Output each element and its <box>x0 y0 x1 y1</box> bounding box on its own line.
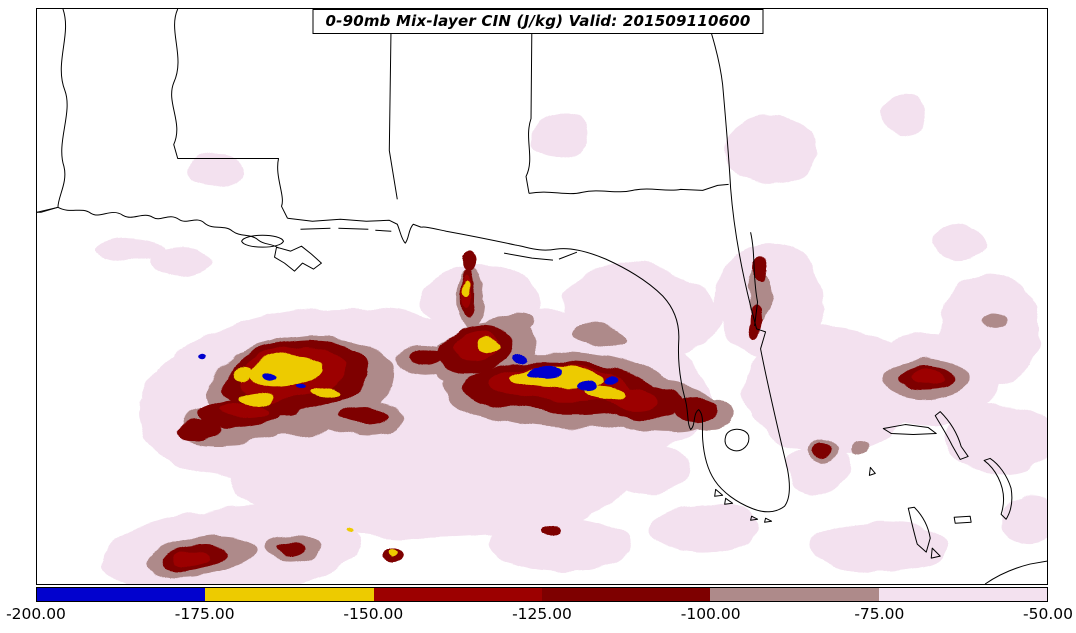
boundary-path <box>907 506 941 559</box>
coastlines-state-borders <box>37 9 1047 584</box>
boundary-path <box>503 251 578 261</box>
cin-region-cin-200-175 <box>261 371 276 380</box>
cin-region-cin-125-100 <box>407 348 444 367</box>
cin-region-cin-150-125 <box>910 370 943 385</box>
boundary-path <box>983 457 1013 520</box>
cin-region-cin-75-50 <box>230 415 630 540</box>
cin-filled-contours <box>95 97 1047 584</box>
boundary-path <box>528 183 729 195</box>
boundary-path <box>287 217 422 244</box>
cin-region-cin-75-50 <box>530 113 590 158</box>
cin-region-cin-175-150 <box>462 282 471 298</box>
boundary-path <box>525 9 533 194</box>
colorbar-tick-label: -125.00 <box>512 605 572 623</box>
colorbar-segment-4 <box>710 588 879 601</box>
boundary-path <box>953 515 972 524</box>
cin-region-cin-100-75 <box>847 439 868 456</box>
cin-region-cin-125-100 <box>749 303 764 336</box>
cin-region-cin-175-150 <box>230 366 251 377</box>
cin-region-cin-75-50 <box>879 97 930 134</box>
boundary-path <box>241 234 285 248</box>
boundary-path <box>37 9 68 213</box>
colorbar-segment-3 <box>541 588 711 601</box>
cin-region-cin-75-50 <box>934 222 985 259</box>
cin-region-cin-175-150 <box>346 528 355 535</box>
cin-region-cin-175-150 <box>311 385 340 398</box>
cin-region-cin-125-100 <box>542 525 561 538</box>
cin-region-cin-175-150 <box>474 336 501 353</box>
cin-region-cin-75-50 <box>939 275 1040 385</box>
cin-region-cin-75-50 <box>649 502 760 553</box>
boundary-path <box>750 515 773 523</box>
cin-region-cin-125-100 <box>811 442 830 461</box>
cin-region-cin-200-175 <box>576 380 599 391</box>
colorbar-tick-label: -50.00 <box>1023 605 1073 623</box>
colorbar-segment-0 <box>37 588 206 601</box>
map-canvas <box>37 9 1047 584</box>
cin-region-cin-200-175 <box>513 353 532 362</box>
cin-region-cin-175-150 <box>387 549 398 558</box>
boundary-path <box>724 428 750 452</box>
colorbar-tick-label: -100.00 <box>680 605 741 623</box>
boundary-path <box>171 9 288 219</box>
cin-region-cin-75-50 <box>724 115 815 186</box>
cin-region-cin-125-100 <box>340 408 391 427</box>
cin-region-cin-75-50 <box>95 238 166 263</box>
colorbar <box>36 587 1048 602</box>
boundary-path <box>882 424 937 436</box>
cin-region-cin-100-75 <box>575 323 625 347</box>
cin-region-cin-100-75 <box>982 311 1007 328</box>
cin-region-cin-150-125 <box>220 403 271 420</box>
cin-region-cin-175-150 <box>237 390 274 405</box>
boundary-path <box>421 9 790 513</box>
cin-region-cin-125-100 <box>463 252 478 273</box>
cin-region-cin-200-175 <box>529 365 561 378</box>
colorbar-tick-label: -150.00 <box>343 605 404 623</box>
colorbar-tick-label: -200.00 <box>6 605 66 623</box>
cin-region-cin-200-175 <box>297 382 308 389</box>
boundary-path <box>274 245 322 272</box>
cin-region-cin-200-175 <box>606 375 621 384</box>
cin-region-cin-75-50 <box>150 248 211 277</box>
colorbar-tick-label: -175.00 <box>174 605 235 623</box>
boundary-path <box>934 411 969 460</box>
cin-region-cin-75-50 <box>784 447 855 492</box>
boundary-path <box>714 488 734 505</box>
map-title: 0-90mb Mix-layer CIN (J/kg) Valid: 20150… <box>312 9 764 34</box>
cin-region-cin-75-50 <box>187 154 244 187</box>
boundary-path <box>984 560 1047 584</box>
cin-region-cin-125-100 <box>754 259 769 282</box>
boundary-path <box>300 227 392 232</box>
cin-region-cin-150-125 <box>172 552 209 567</box>
colorbar-segment-1 <box>205 588 374 601</box>
boundary-path <box>750 232 759 326</box>
map-plot-area <box>36 8 1048 585</box>
colorbar-tick-label: -75.00 <box>854 605 905 623</box>
boundary-path <box>388 9 398 200</box>
cin-region-cin-200-175 <box>199 353 208 360</box>
cin-region-cin-125-100 <box>176 422 221 441</box>
colorbar-tick-labels: -200.00 -175.00 -150.00 -125.00 -100.00 -75.0… <box>6 605 1073 627</box>
colorbar-segment-5 <box>878 588 1047 601</box>
colorbar-segment-2 <box>373 588 542 601</box>
cin-region-cin-75-50 <box>944 404 1047 475</box>
cin-region-cin-125-100 <box>674 397 715 422</box>
cin-region-cin-75-50 <box>609 444 690 495</box>
cin-region-cin-125-100 <box>274 540 303 555</box>
cin-region-cin-75-50 <box>490 516 630 573</box>
boundary-path <box>868 466 876 476</box>
